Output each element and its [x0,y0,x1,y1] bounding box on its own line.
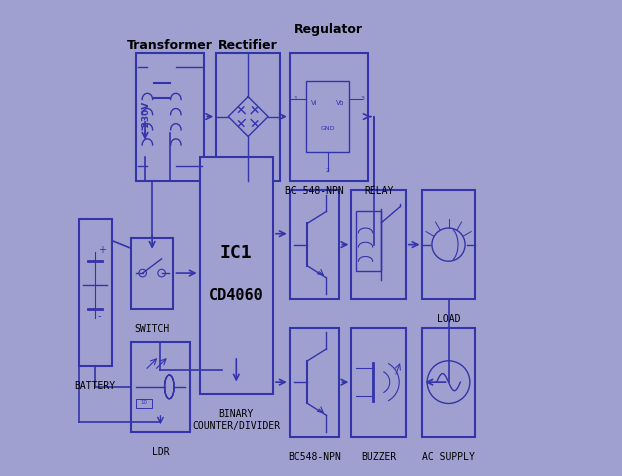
Text: 2: 2 [325,168,329,173]
FancyBboxPatch shape [351,328,406,437]
Text: CD4060: CD4060 [209,288,264,302]
Text: LDR: LDR [152,446,169,456]
Text: Vi: Vi [311,100,318,106]
FancyBboxPatch shape [200,158,273,394]
Text: BINARY
COUNTER/DIVIDER: BINARY COUNTER/DIVIDER [192,408,281,430]
Text: AC SUPPLY: AC SUPPLY [422,451,475,461]
Text: LOAD: LOAD [437,314,460,324]
Text: ~230V: ~230V [141,101,151,134]
Text: GND: GND [320,126,335,130]
Text: Vo: Vo [336,100,344,106]
FancyBboxPatch shape [78,219,112,366]
FancyBboxPatch shape [351,191,406,299]
FancyBboxPatch shape [356,211,381,271]
Text: +: + [98,244,106,254]
FancyBboxPatch shape [422,191,475,299]
Text: 10: 10 [141,399,147,404]
FancyBboxPatch shape [216,53,280,181]
Text: Transformer: Transformer [127,39,213,52]
Text: BC 548-NPN: BC 548-NPN [285,186,344,196]
FancyBboxPatch shape [136,399,152,408]
FancyBboxPatch shape [290,191,340,299]
FancyBboxPatch shape [422,328,475,437]
Text: RELAY: RELAY [364,186,393,196]
FancyBboxPatch shape [131,238,174,309]
Text: Regulator: Regulator [294,23,363,36]
Text: Rectifier: Rectifier [218,39,278,52]
Text: BATTERY: BATTERY [75,380,116,390]
Text: SWITCH: SWITCH [134,323,170,333]
Text: 1: 1 [294,96,297,100]
Text: BUZZER: BUZZER [361,451,396,461]
FancyBboxPatch shape [290,328,340,437]
FancyBboxPatch shape [290,53,368,181]
FancyBboxPatch shape [136,53,204,181]
FancyBboxPatch shape [306,82,349,153]
Text: IC1: IC1 [220,243,253,261]
Text: 3: 3 [361,96,364,100]
Text: BC548-NPN: BC548-NPN [288,451,341,461]
Text: -: - [98,310,101,320]
FancyBboxPatch shape [131,342,190,432]
